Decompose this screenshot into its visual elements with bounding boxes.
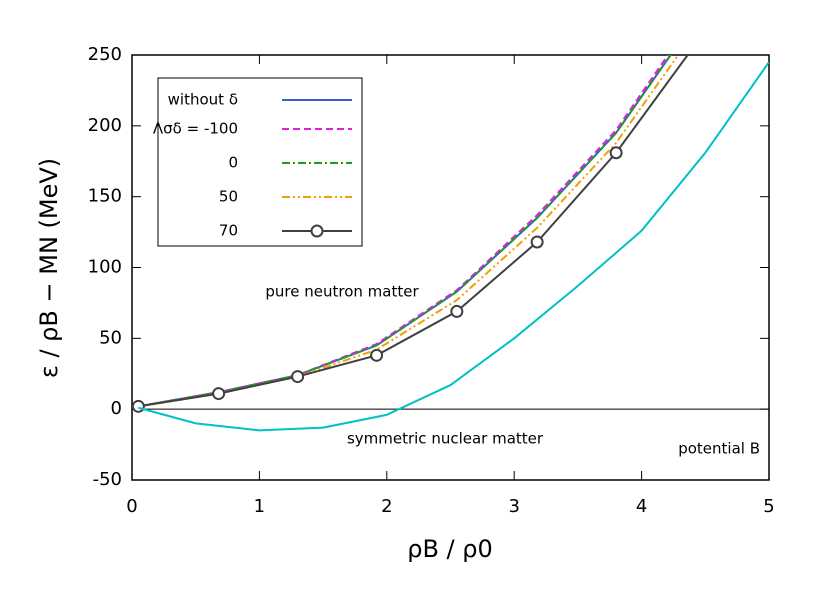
x-tick-label: 1 (254, 496, 265, 517)
marker (132, 399, 145, 413)
x-tick-label: 2 (381, 496, 392, 517)
annotation: pure neutron matter (265, 283, 419, 301)
marker (212, 387, 226, 401)
y-tick-label: 100 (88, 257, 122, 278)
y-axis-label: ε / ρB − MN (MeV) (35, 158, 63, 378)
legend-label: Λσδ = -100 (153, 120, 238, 138)
legend-label: 0 (228, 154, 238, 172)
line (138, 55, 672, 408)
legend-box (157, 77, 363, 247)
line (138, 61, 769, 432)
x-axis-label: ρB / ρ0 (407, 535, 493, 563)
legend-label: 50 (219, 188, 238, 206)
marker (291, 370, 305, 384)
x-tick-label: 4 (636, 496, 647, 517)
line (138, 55, 689, 408)
annotation: potential B (678, 440, 760, 458)
annotation: symmetric nuclear matter (347, 430, 544, 448)
y-tick-label: 200 (88, 115, 122, 136)
marker (370, 348, 384, 362)
marker (609, 146, 623, 160)
marker (530, 235, 544, 249)
x-tick-label: 3 (508, 496, 519, 517)
legend-label: without δ (168, 91, 238, 109)
y-tick-label: 150 (88, 186, 122, 207)
marker (700, 25, 711, 36)
x-tick-label: 0 (126, 496, 137, 517)
line (138, 55, 670, 408)
legend-marker (310, 224, 324, 238)
x-tick-label: 5 (763, 496, 774, 517)
y-tick-label: -50 (93, 469, 122, 490)
marker (450, 304, 464, 318)
y-tick-label: 250 (88, 44, 122, 65)
y-tick-label: 50 (99, 327, 122, 348)
legend-label: 70 (219, 222, 238, 240)
plot-area (132, 25, 769, 432)
y-tick-label: 0 (111, 398, 122, 419)
